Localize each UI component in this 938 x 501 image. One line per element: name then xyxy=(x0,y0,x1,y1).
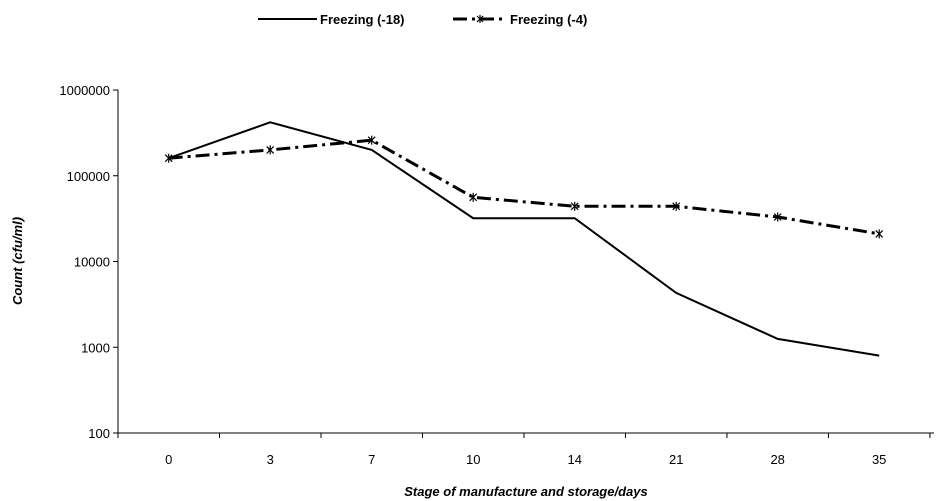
series-lines xyxy=(168,121,880,357)
data-point-asterisk-icon xyxy=(875,229,884,239)
data-point-asterisk-icon xyxy=(367,135,376,145)
x-tick-label: 7 xyxy=(368,452,375,467)
y-axis-ticks: 100 1000 10000 100000 1000000 xyxy=(59,83,118,441)
x-tick-label: 14 xyxy=(567,452,581,467)
x-tick-label: 3 xyxy=(267,452,274,467)
data-point-asterisk-icon xyxy=(672,201,681,211)
y-tick-label: 100 xyxy=(88,426,110,441)
series-line-2 xyxy=(168,138,880,236)
legend: Freezing (-18) Freezing (-4) xyxy=(258,12,587,27)
series-line-1 xyxy=(168,121,880,357)
data-point-asterisk-icon xyxy=(570,201,579,211)
x-tick-label: 35 xyxy=(872,452,886,467)
y-tick-label: 1000000 xyxy=(59,83,110,98)
x-tick-label: 21 xyxy=(669,452,683,467)
x-tick-label: 28 xyxy=(770,452,784,467)
data-point-asterisk-icon xyxy=(266,145,275,155)
data-point-asterisk-icon xyxy=(773,212,782,222)
data-point-asterisk-icon xyxy=(164,153,173,163)
legend-marker-asterisk-icon xyxy=(476,15,484,23)
y-tick-label: 10000 xyxy=(74,255,110,270)
legend-label-series-1: Freezing (-18) xyxy=(320,12,405,27)
data-point-asterisk-icon xyxy=(469,192,478,202)
y-axis-title: Count (cfu/ml) xyxy=(10,217,25,305)
x-axis-title: Stage of manufacture and storage/days xyxy=(404,484,647,499)
x-tick-label: 10 xyxy=(466,452,480,467)
y-tick-label: 100000 xyxy=(67,169,110,184)
y-tick-label: 1000 xyxy=(81,340,110,355)
x-tick-label: 0 xyxy=(165,452,172,467)
legend-label-series-2: Freezing (-4) xyxy=(510,12,587,27)
x-axis-ticks: 0 3 7 10 14 21 28 35 xyxy=(117,433,931,467)
series-markers xyxy=(164,135,884,239)
